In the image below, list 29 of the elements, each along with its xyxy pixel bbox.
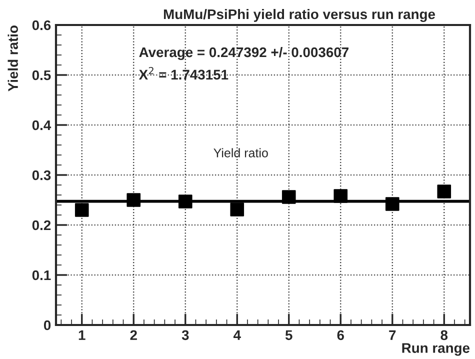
point	[74, 203, 89, 217]
point	[126, 193, 141, 207]
point	[437, 184, 452, 198]
x-tick-label: 1	[78, 330, 86, 340]
x-tick-label: 2	[130, 330, 137, 340]
annotation: Yield ratio	[214, 148, 268, 158]
point	[385, 197, 400, 211]
annotation: X$^{2}$ = 1.743151	[138, 66, 228, 80]
point	[282, 190, 296, 204]
y-tick-label: 0.1	[32, 270, 51, 280]
y-tick-label: 0.4	[32, 120, 52, 130]
y-tick-label: 0.6	[32, 20, 51, 30]
x-tick-label: 4	[233, 330, 241, 340]
x-tick-label: 6	[337, 330, 344, 340]
y-tick-label: 0.5	[32, 70, 51, 80]
y-axis-title: Yield ratio	[8, 26, 18, 92]
chart-title: MuMu/PsiPhi yield ratio versus run range	[164, 8, 436, 22]
x-tick-label: 7	[389, 330, 396, 340]
x-tick-label: 3	[182, 330, 189, 340]
y-tick-label: 0.2	[32, 220, 51, 230]
annotation: Average = 0.247392 +/- 0.003607	[139, 46, 348, 60]
x-axis-title: Run range	[402, 343, 470, 356]
point	[178, 194, 192, 208]
x-tick-label: 5	[285, 330, 292, 340]
x-tick-label: 8	[440, 330, 448, 340]
y-tick-label: 0	[44, 320, 51, 330]
point	[334, 189, 348, 203]
point	[230, 202, 244, 216]
y-tick-label: 0.3	[32, 170, 51, 180]
